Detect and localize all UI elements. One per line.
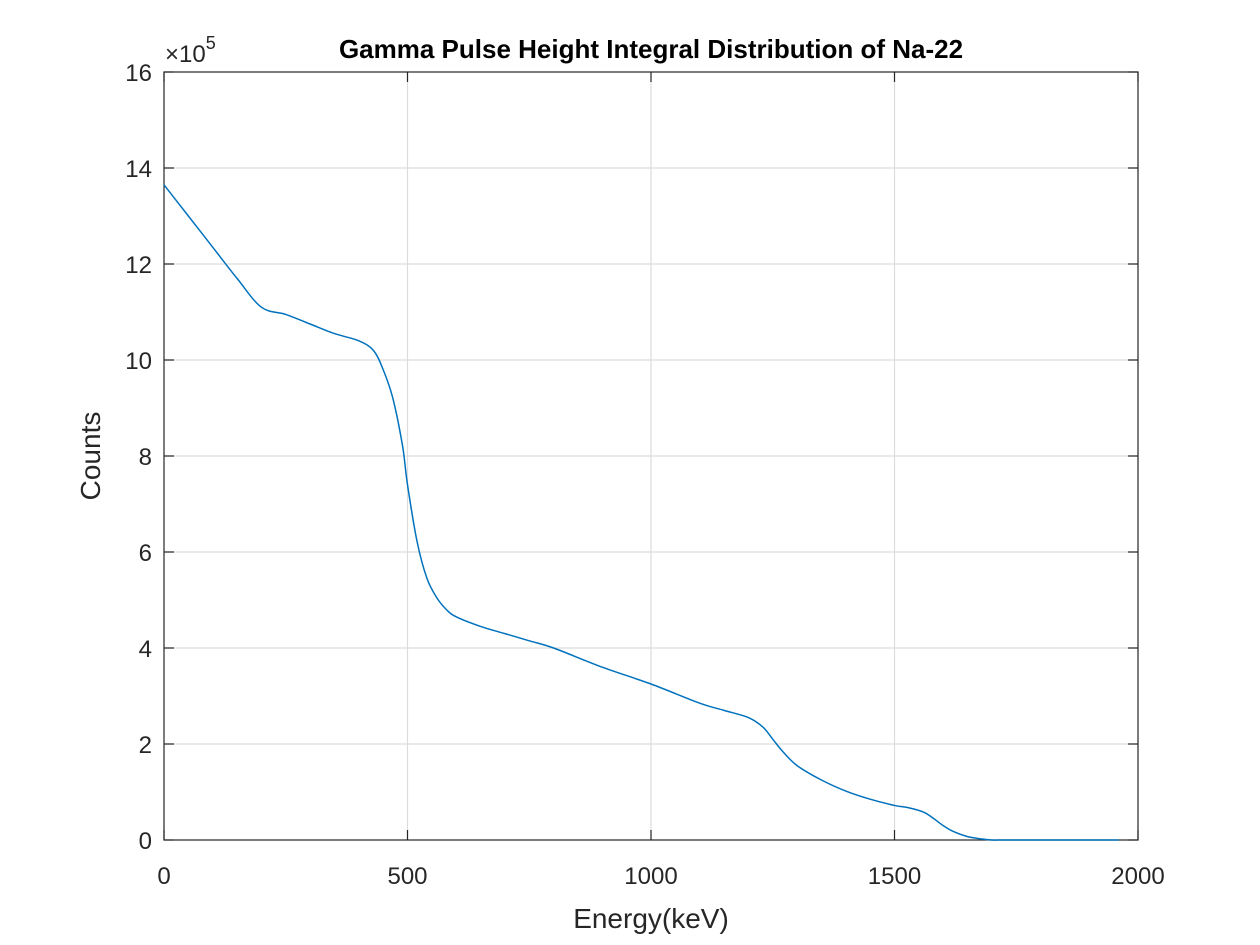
x-tick-label: 1500: [868, 863, 921, 890]
y-axis-label: Counts: [75, 412, 106, 501]
x-tick-labels: 0 500 1000 1500 2000: [157, 863, 1164, 890]
y-tick-label: 8: [139, 444, 152, 471]
y-multiplier-base: ×10: [165, 41, 206, 68]
series-line: [163, 184, 1119, 841]
x-tick-label: 500: [387, 863, 427, 890]
y-tick-labels: 0 2 4 6 8 10 12 14 16: [125, 60, 152, 855]
x-tick-label: 2000: [1111, 863, 1164, 890]
y-tick-label: 2: [139, 732, 152, 759]
y-multiplier: ×105: [165, 33, 216, 68]
y-tick-label: 10: [125, 348, 152, 375]
y-tick-label: 0: [139, 828, 152, 855]
x-tick-label: 1000: [624, 863, 677, 890]
y-tick-label: 4: [139, 636, 152, 663]
x-axis-label: Energy(keV): [573, 903, 729, 934]
y-tick-label: 16: [125, 60, 152, 87]
grid: [164, 72, 1138, 840]
ticks: [163, 71, 1139, 841]
y-tick-label: 6: [139, 540, 152, 567]
chart-title: Gamma Pulse Height Integral Distribution…: [339, 34, 963, 64]
y-tick-label: 14: [125, 156, 152, 183]
y-multiplier-exponent: 5: [206, 33, 216, 53]
x-tick-label: 0: [157, 863, 170, 890]
y-tick-label: 12: [125, 252, 152, 279]
